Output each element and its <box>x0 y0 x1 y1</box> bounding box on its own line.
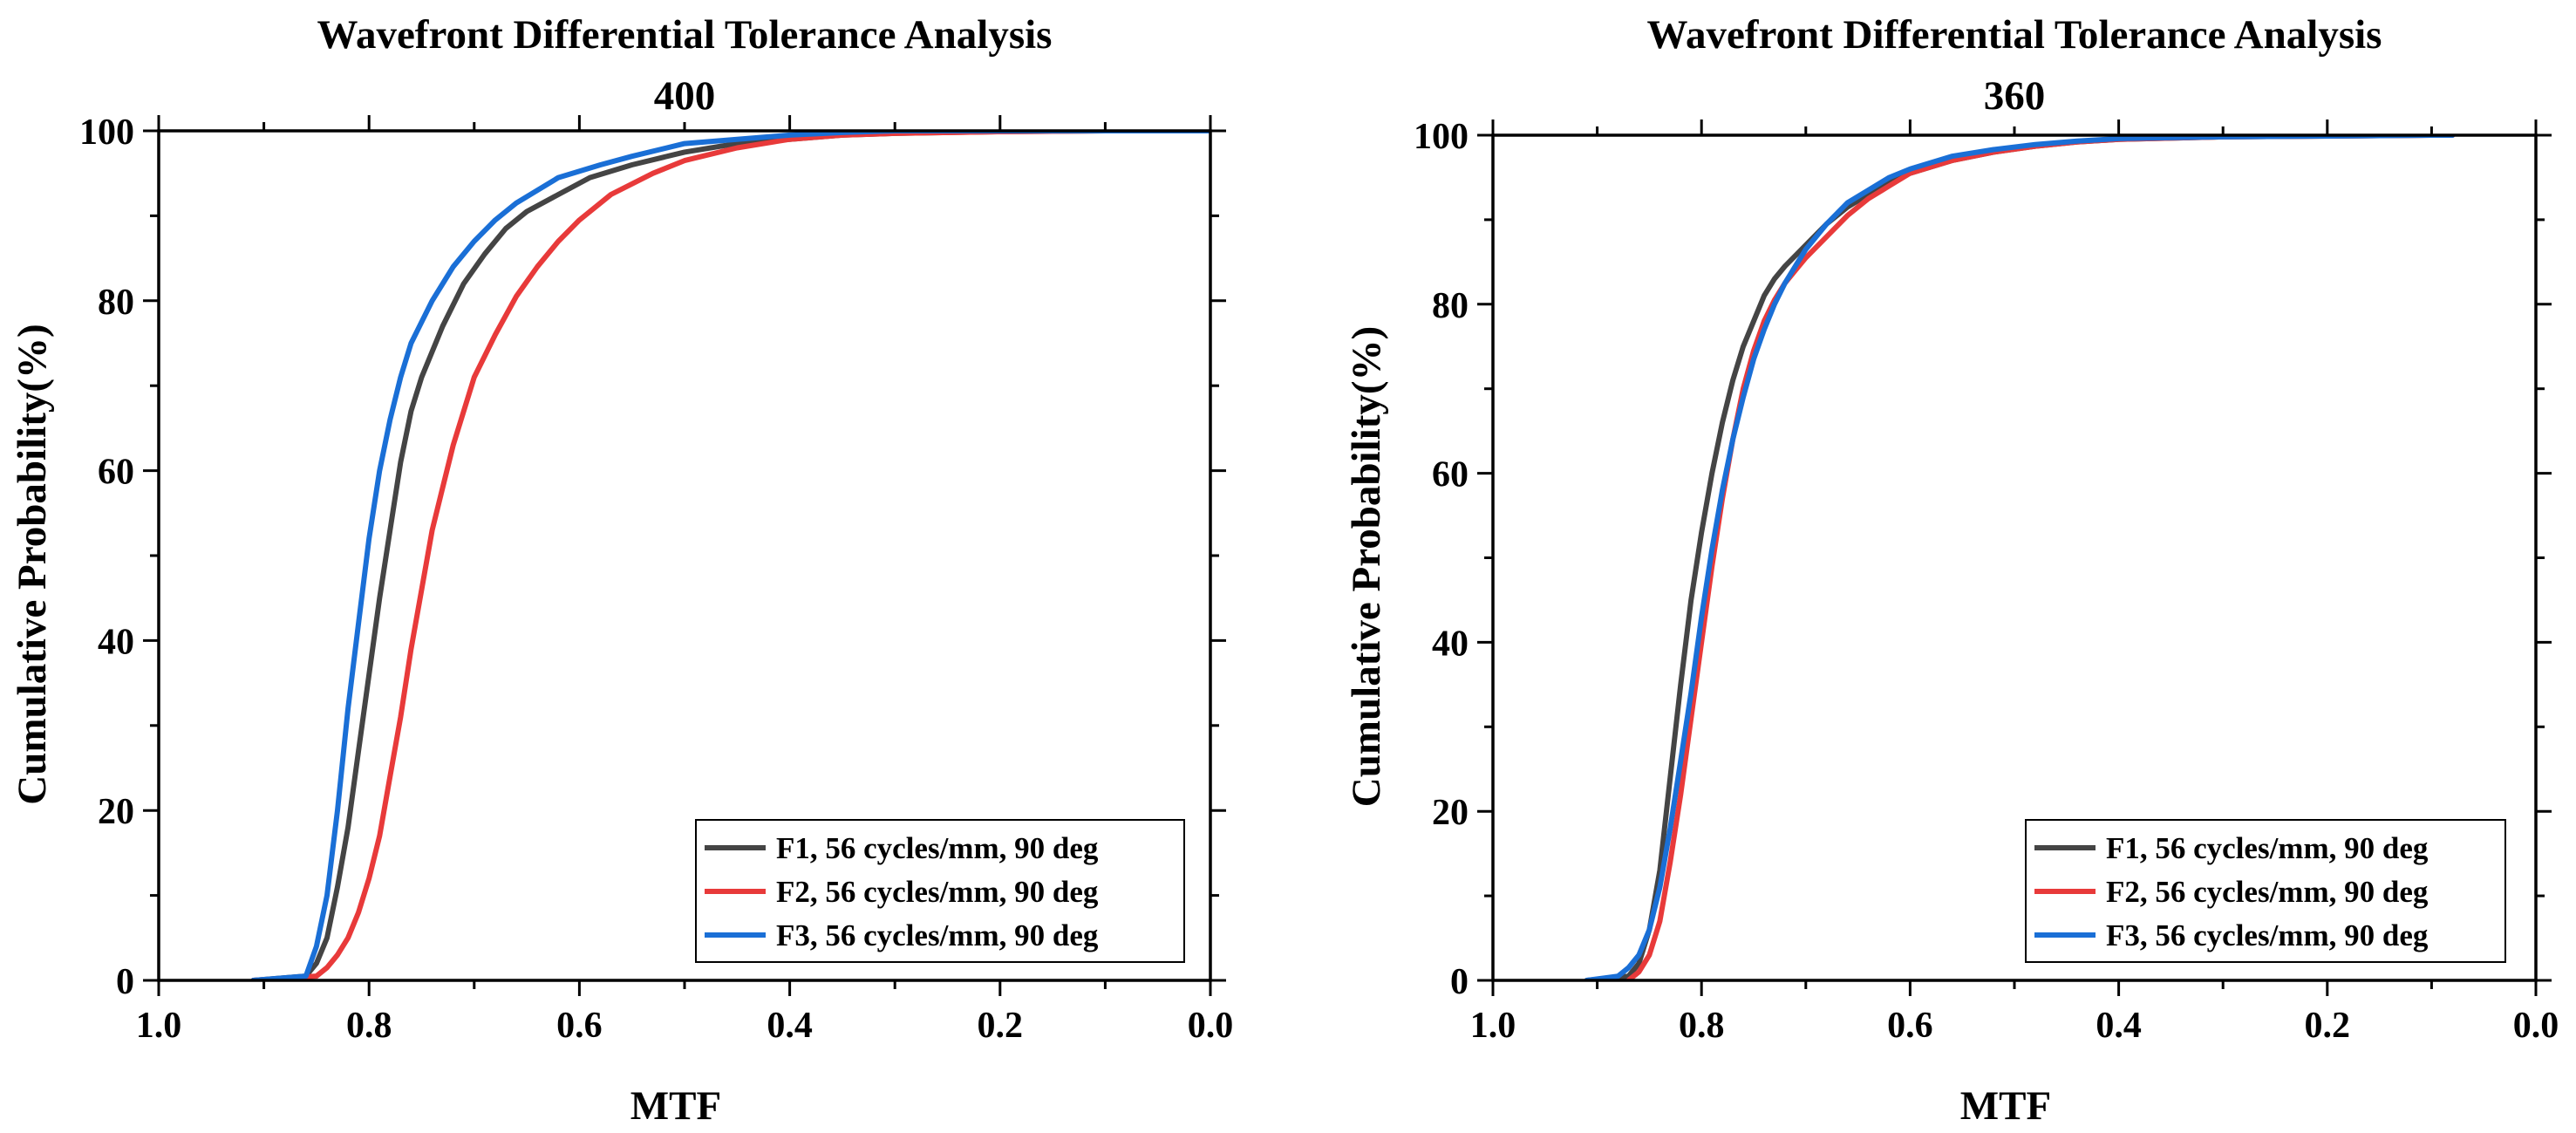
legend: F1, 56 cycles/mm, 90 deg F2, 56 cycles/mm… <box>695 819 1185 963</box>
y-axis-label: Cumulative Probability(%) <box>1344 326 1389 807</box>
x-tick-label: 0.6 <box>556 1006 603 1046</box>
y-tick-label: 0 <box>1450 962 1469 1002</box>
x-tick-label: 1.0 <box>136 1006 182 1046</box>
legend-label-f2: F2, 56 cycles/mm, 90 deg <box>2106 875 2429 909</box>
x-tick-label: 0.0 <box>2513 1006 2559 1046</box>
x-axis-label: MTF <box>630 1083 721 1129</box>
legend-label-f1: F1, 56 cycles/mm, 90 deg <box>2106 831 2429 865</box>
series-line-f2 <box>250 131 1210 980</box>
chart-subtitle: 360 <box>1984 73 2046 119</box>
y-tick-label: 40 <box>1432 624 1469 664</box>
x-tick-label: 0.8 <box>346 1006 392 1046</box>
legend-box <box>2025 819 2506 963</box>
series-line-f3 <box>1584 135 2456 980</box>
x-tick-label: 0.4 <box>2096 1006 2142 1046</box>
y-tick-label: 100 <box>79 113 134 153</box>
y-tick-label: 80 <box>1432 286 1469 326</box>
x-axis-label: MTF <box>1960 1083 2051 1129</box>
x-tick-label: 0.2 <box>2305 1006 2351 1046</box>
legend: F1, 56 cycles/mm, 90 deg F2, 56 cycles/mm… <box>2025 819 2506 963</box>
y-tick-label: 40 <box>98 622 134 662</box>
y-tick-label: 20 <box>1432 793 1469 833</box>
legend-box <box>695 819 1185 963</box>
x-tick-label: 0.4 <box>767 1006 813 1046</box>
y-axis-label: Cumulative Probability(%) <box>10 324 55 804</box>
chart-2: Wavefront Differential Tolerance Analysi… <box>1344 12 2559 1129</box>
chart-title: Wavefront Differential Tolerance Analysi… <box>317 12 1053 58</box>
legend-label-f3: F3, 56 cycles/mm, 90 deg <box>776 918 1099 952</box>
y-tick-label: 60 <box>98 453 134 493</box>
x-tick-label: 0.6 <box>1887 1006 1933 1046</box>
legend-label-f1: F1, 56 cycles/mm, 90 deg <box>776 831 1099 865</box>
y-tick-label: 60 <box>1432 455 1469 495</box>
legend-label-f2: F2, 56 cycles/mm, 90 deg <box>776 875 1099 909</box>
x-tick-label: 0.0 <box>1188 1006 1234 1046</box>
chart-1: Wavefront Differential Tolerance Analysi… <box>10 12 1233 1129</box>
x-tick-label: 1.0 <box>1470 1006 1516 1046</box>
legend-label-f3: F3, 56 cycles/mm, 90 deg <box>2106 918 2429 952</box>
x-tick-label: 0.8 <box>1679 1006 1725 1046</box>
x-tick-label: 0.2 <box>978 1006 1024 1046</box>
chart-title: Wavefront Differential Tolerance Analysi… <box>1647 12 2382 58</box>
chart-subtitle: 400 <box>654 73 716 119</box>
y-tick-label: 100 <box>1414 117 1469 157</box>
y-tick-label: 0 <box>116 962 134 1002</box>
series-line-f3 <box>250 131 1210 980</box>
y-tick-label: 80 <box>98 283 134 323</box>
y-tick-label: 20 <box>98 792 134 832</box>
